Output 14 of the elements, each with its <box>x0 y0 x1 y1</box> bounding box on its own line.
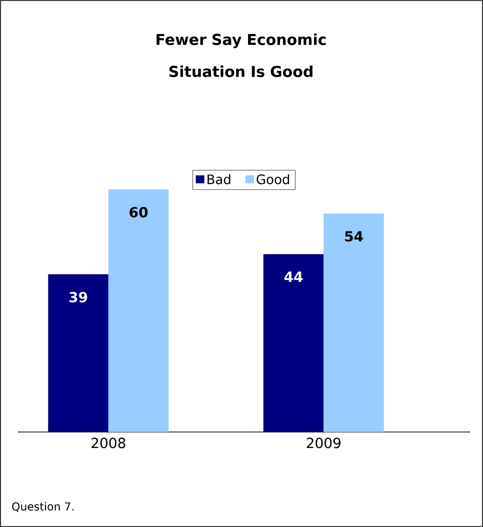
x-tick-label: 2009 <box>306 438 340 448</box>
data-label: 60 <box>130 206 148 218</box>
data-label: 39 <box>69 292 88 302</box>
bar <box>263 254 324 432</box>
data-label: 54 <box>345 231 363 242</box>
legend-label: Bad <box>208 174 230 184</box>
bar <box>108 189 169 432</box>
data-label: 44 <box>284 272 303 282</box>
chart-title: Fewer Say Economic Situation Is Good <box>156 34 326 78</box>
legend-label: Good <box>256 174 290 184</box>
bar <box>48 274 108 432</box>
bar <box>324 214 384 432</box>
text: Question 7. <box>12 502 74 512</box>
x-tick-label: 2008 <box>92 438 126 448</box>
